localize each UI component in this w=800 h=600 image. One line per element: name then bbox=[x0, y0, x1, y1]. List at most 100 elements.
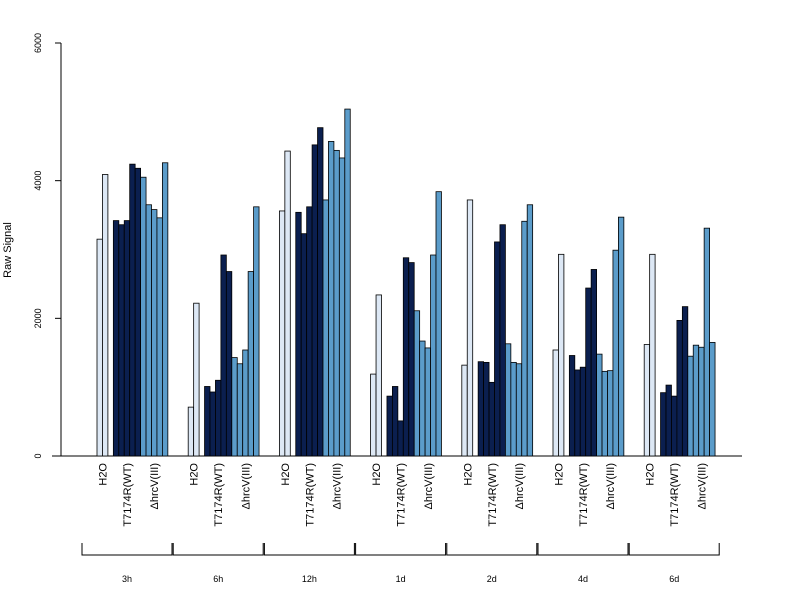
bar bbox=[134, 167, 141, 457]
time-bracket bbox=[263, 543, 355, 556]
time-point-label: 4d bbox=[578, 574, 588, 584]
group-label: H2O bbox=[553, 463, 565, 486]
bar bbox=[607, 370, 614, 457]
bar bbox=[494, 241, 501, 457]
time-point-label: 12h bbox=[302, 574, 317, 584]
bar bbox=[300, 233, 308, 457]
bar bbox=[687, 355, 694, 457]
y-tick-label: 6000 bbox=[33, 33, 43, 53]
bar bbox=[253, 206, 260, 457]
bar bbox=[612, 249, 619, 457]
bar bbox=[247, 271, 254, 457]
time-point-label: 1d bbox=[396, 574, 406, 584]
group-label: ΔhrcV(III) bbox=[696, 463, 708, 509]
time-bracket bbox=[172, 543, 264, 556]
y-tick-label: 2000 bbox=[33, 308, 43, 328]
group-label: ΔhrcV(III) bbox=[240, 463, 252, 509]
y-tick-label: 0 bbox=[33, 453, 43, 458]
bar bbox=[649, 253, 656, 457]
group-label: T7174R(WT) bbox=[578, 463, 590, 527]
bar bbox=[311, 144, 318, 457]
time-bracket bbox=[537, 543, 629, 556]
bar bbox=[322, 199, 329, 457]
group-label: H2O bbox=[280, 463, 292, 486]
bar bbox=[391, 386, 399, 457]
bar bbox=[601, 370, 608, 457]
bar bbox=[236, 363, 244, 457]
bar bbox=[215, 379, 222, 457]
bar bbox=[574, 369, 581, 457]
bar bbox=[151, 209, 158, 457]
bar bbox=[187, 406, 195, 457]
bar bbox=[488, 381, 495, 457]
bar bbox=[225, 271, 233, 457]
group-label: H2O bbox=[462, 463, 474, 486]
time-bracket bbox=[355, 543, 447, 556]
bar bbox=[671, 395, 678, 457]
bar bbox=[129, 163, 136, 457]
bar bbox=[526, 204, 534, 457]
bar bbox=[209, 391, 216, 457]
bar bbox=[204, 386, 211, 457]
bar bbox=[558, 253, 565, 457]
bar bbox=[306, 206, 313, 457]
bar bbox=[333, 149, 340, 457]
bar bbox=[386, 395, 393, 457]
group-label: T7174R(WT) bbox=[487, 463, 499, 527]
bar bbox=[338, 157, 346, 457]
bar bbox=[676, 319, 683, 457]
bar bbox=[123, 220, 131, 457]
bar bbox=[193, 302, 200, 457]
bar bbox=[424, 347, 431, 457]
bar bbox=[466, 199, 474, 457]
bar bbox=[510, 361, 517, 457]
bar bbox=[419, 340, 426, 457]
group-label: H2O bbox=[371, 463, 383, 486]
bar bbox=[692, 344, 700, 457]
group-label: ΔhrcV(III) bbox=[514, 463, 526, 509]
bar bbox=[397, 420, 404, 457]
bar bbox=[242, 349, 249, 457]
time-point-brackets: 3h 6h 12h 1d 2d 4d 6d bbox=[81, 543, 720, 584]
bar bbox=[118, 224, 125, 457]
y-axis-title: Raw Signal bbox=[2, 222, 14, 278]
group-label: H2O bbox=[645, 463, 657, 486]
bar bbox=[596, 353, 603, 457]
bar bbox=[140, 176, 147, 457]
bar bbox=[295, 211, 302, 457]
bar bbox=[698, 346, 705, 457]
group-label: T7174R(WT) bbox=[304, 463, 316, 527]
bar bbox=[568, 355, 576, 457]
bar bbox=[284, 150, 291, 457]
bar bbox=[477, 361, 484, 457]
time-point-label: 2d bbox=[487, 574, 497, 584]
bar bbox=[660, 392, 667, 457]
time-bracket bbox=[628, 543, 720, 556]
bar bbox=[579, 366, 587, 457]
time-bracket bbox=[81, 543, 173, 556]
bar bbox=[145, 204, 152, 457]
bar bbox=[344, 108, 351, 457]
bar bbox=[161, 162, 169, 457]
bar bbox=[643, 344, 651, 457]
time-point-label: 6d bbox=[669, 574, 679, 584]
group-label: T7174R(WT) bbox=[669, 463, 681, 527]
group-label: ΔhrcV(III) bbox=[332, 463, 344, 509]
bar bbox=[102, 174, 109, 457]
y-tick-label: 4000 bbox=[33, 171, 43, 191]
group-label: H2O bbox=[189, 463, 201, 486]
bar bbox=[590, 269, 598, 457]
bar bbox=[515, 363, 523, 457]
bar bbox=[618, 216, 625, 457]
bar bbox=[665, 384, 672, 457]
group-label: T7174R(WT) bbox=[396, 463, 408, 527]
bar bbox=[521, 220, 528, 457]
bar bbox=[156, 217, 163, 457]
time-point-label: 3h bbox=[122, 574, 132, 584]
bar bbox=[461, 364, 468, 457]
bar bbox=[703, 227, 711, 457]
bar bbox=[681, 306, 689, 457]
bar bbox=[402, 257, 410, 457]
bar bbox=[317, 127, 324, 457]
